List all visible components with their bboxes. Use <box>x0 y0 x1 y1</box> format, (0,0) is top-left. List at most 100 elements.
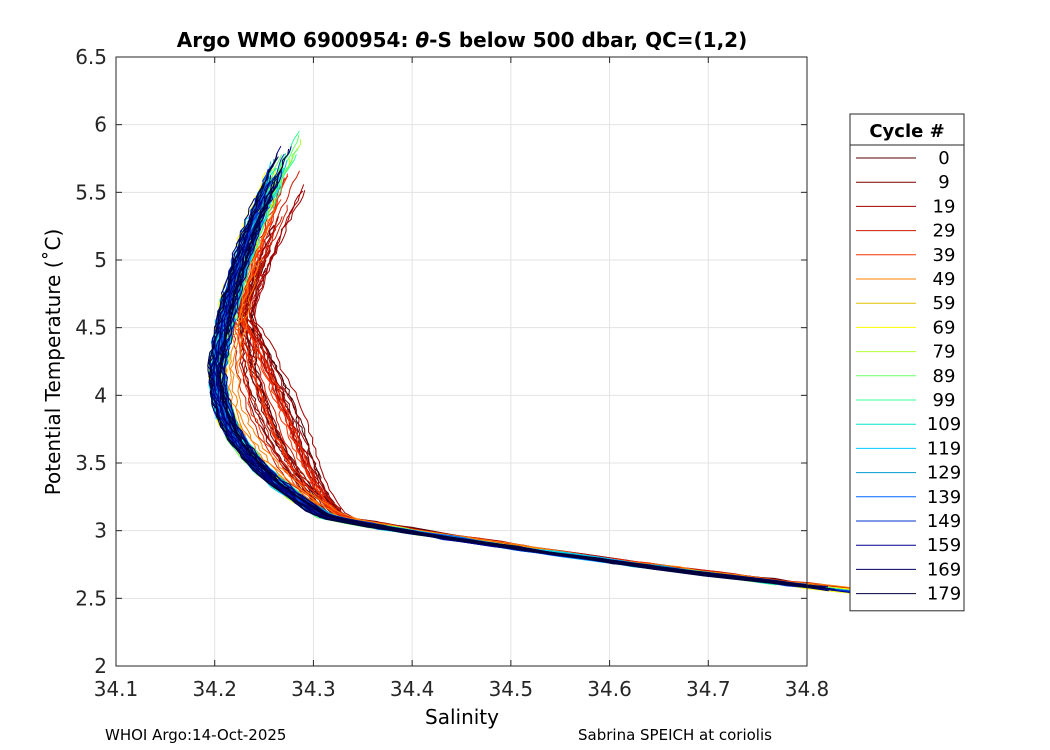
profile-cycle-79 <box>223 139 813 588</box>
legend-label: 119 <box>927 438 961 459</box>
profile-cycle-59 <box>219 187 876 594</box>
profile-cycle-69 <box>213 197 772 582</box>
profile-lines <box>207 131 908 597</box>
profile-cycle-139 <box>210 173 809 586</box>
legend-label: 179 <box>927 584 961 605</box>
profile-cycle-89 <box>207 154 777 586</box>
profile-cycle-159 <box>218 146 829 588</box>
y-tick-label: 2 <box>94 654 107 678</box>
profile-cycle-89 <box>212 156 756 583</box>
profile-cycle-0 <box>238 283 787 583</box>
footer-source-date: WHOI Argo:14-Oct-2025 <box>105 726 287 744</box>
profile-cycle-0 <box>243 275 771 581</box>
profile-cycle-39 <box>232 191 776 584</box>
profile-cycle-109 <box>220 167 874 594</box>
profile-cycle-169 <box>207 197 817 589</box>
profile-cycle-79 <box>221 200 854 593</box>
profile-cycle-19 <box>241 223 768 581</box>
legend-box <box>849 113 965 612</box>
profile-cycle-139 <box>213 193 855 592</box>
profile-cycle-169 <box>221 182 823 588</box>
profile-cycle-119 <box>220 217 883 597</box>
legend-label: 159 <box>927 535 961 556</box>
profile-cycle-19 <box>249 190 767 581</box>
profile-cycle-29 <box>248 204 902 596</box>
profile-cycle-119 <box>208 210 762 584</box>
profile-cycle-69 <box>218 168 814 587</box>
axes-box <box>115 56 808 667</box>
profile-cycle-139 <box>208 155 853 594</box>
profile-cycle-149 <box>216 230 807 586</box>
profile-cycle-119 <box>220 217 878 594</box>
profile-cycle-89 <box>215 184 822 588</box>
profile-cycle-109 <box>211 188 816 589</box>
profile-cycle-179 <box>208 183 835 590</box>
profile-cycle-139 <box>213 189 782 585</box>
profile-cycle-0 <box>251 300 834 588</box>
profile-cycle-79 <box>209 167 822 590</box>
profile-cycle-99 <box>212 194 861 594</box>
y-tick-label: 6.5 <box>75 45 107 69</box>
legend-label: 9 <box>938 172 949 193</box>
legend-label: 129 <box>927 463 961 484</box>
profile-cycle-29 <box>232 177 777 583</box>
y-tick-label: 2.5 <box>75 586 107 610</box>
profile-cycle-89 <box>218 148 798 587</box>
profile-cycle-9 <box>244 260 904 596</box>
profile-cycle-99 <box>216 131 772 584</box>
profile-cycle-0 <box>249 267 867 591</box>
profile-cycle-29 <box>238 230 773 581</box>
profile-cycle-169 <box>219 175 824 589</box>
y-tick-label: 3 <box>94 519 107 543</box>
profile-cycle-99 <box>222 183 842 591</box>
profile-cycle-169 <box>223 167 826 588</box>
x-tick-label: 34.6 <box>587 677 632 701</box>
profile-cycle-169 <box>212 212 829 592</box>
profile-cycle-129 <box>213 181 772 583</box>
x-tick-label: 34.4 <box>390 677 435 701</box>
profile-cycle-0 <box>250 297 783 581</box>
profile-cycle-129 <box>223 186 840 592</box>
profile-cycle-159 <box>213 184 853 594</box>
profile-cycle-179 <box>207 152 807 588</box>
profile-cycle-119 <box>209 161 755 580</box>
profile-cycle-179 <box>219 188 771 582</box>
profile-cycle-9 <box>244 247 810 587</box>
profile-cycle-109 <box>211 169 777 584</box>
profile-cycle-79 <box>223 193 824 588</box>
legend-label: 139 <box>927 487 961 508</box>
profile-cycle-9 <box>239 244 883 596</box>
profile-cycle-169 <box>215 180 759 581</box>
x-tick-label: 34.8 <box>785 677 830 701</box>
legend-label: 99 <box>933 390 956 411</box>
legend-title: Cycle # <box>869 121 944 142</box>
profile-cycle-19 <box>249 184 778 582</box>
profile-cycle-179 <box>217 148 783 585</box>
axis-ticks: 34.1 34.2 34.3 34.4 34.5 34.6 34.7 34.8 2 2.5 3 3.5… <box>75 45 829 701</box>
profile-cycle-119 <box>216 190 834 590</box>
profile-cycle-59 <box>223 191 778 584</box>
profile-cycle-139 <box>218 221 836 591</box>
x-tick-label: 34.2 <box>192 677 237 701</box>
profile-cycle-79 <box>215 175 874 595</box>
legend-label: 79 <box>933 342 956 363</box>
legend-label: 169 <box>927 559 961 580</box>
profile-cycle-129 <box>211 158 833 591</box>
legend-label: 19 <box>933 196 956 217</box>
profile-cycle-69 <box>220 155 867 593</box>
profile-cycle-89 <box>209 175 867 594</box>
legend: Cycle # 0 9 19 29 39 49 59 69 79 89 99 109 119 129 139 1… <box>849 113 965 612</box>
profile-cycle-99 <box>214 153 864 594</box>
profile-cycle-19 <box>239 228 789 583</box>
legend-label: 39 <box>933 245 956 266</box>
y-tick-label: 4 <box>94 383 107 407</box>
profile-cycle-79 <box>216 187 834 591</box>
profile-cycle-9 <box>236 268 846 592</box>
profile-cycle-49 <box>229 199 780 583</box>
profile-cycle-109 <box>215 194 754 582</box>
legend-label: 109 <box>927 414 961 435</box>
profile-cycle-149 <box>217 153 863 594</box>
y-tick-label: 6 <box>94 113 107 137</box>
profile-cycle-59 <box>222 215 880 596</box>
profile-cycle-149 <box>208 229 840 591</box>
